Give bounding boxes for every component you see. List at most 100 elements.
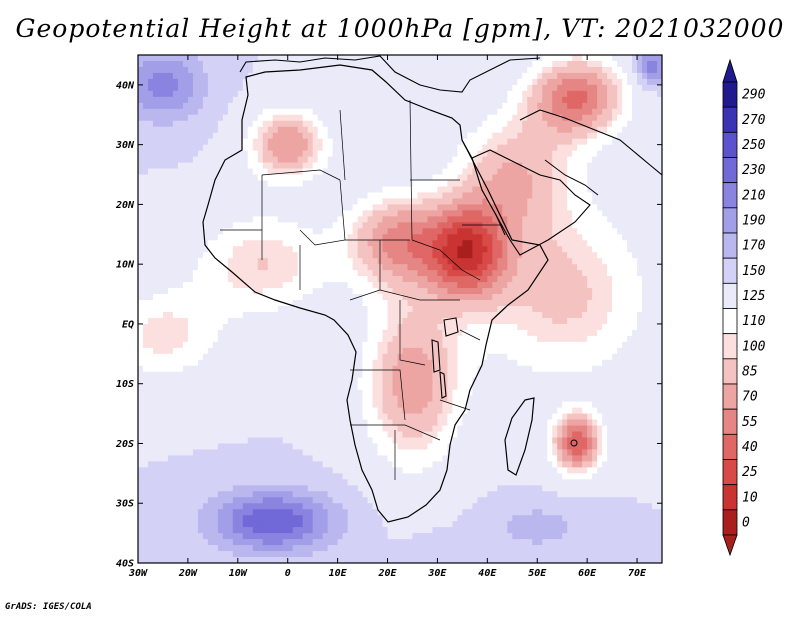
field-cell: [452, 222, 458, 229]
field-cell: [407, 55, 413, 62]
field-cell: [287, 180, 294, 187]
field-cell: [612, 323, 618, 331]
field-cell: [162, 288, 169, 295]
field-cell: [327, 132, 334, 140]
field-cell: [502, 66, 508, 74]
field-cell: [637, 180, 643, 187]
field-cell: [257, 204, 264, 211]
field-cell: [457, 60, 463, 68]
field-cell: [157, 317, 164, 325]
field-cell: [552, 323, 558, 331]
field-cell: [217, 311, 224, 319]
field-cell: [242, 66, 249, 74]
field-cell: [542, 240, 548, 247]
field-cell: [432, 90, 438, 98]
field-cell: [462, 78, 468, 86]
field-cell: [527, 317, 533, 325]
field-cell: [392, 174, 398, 181]
field-cell: [517, 55, 523, 62]
field-cell: [347, 300, 353, 307]
field-cell: [612, 114, 618, 122]
field-cell: [377, 204, 383, 211]
field-cell: [647, 96, 653, 104]
field-cell: [212, 300, 219, 307]
field-cell: [217, 300, 224, 307]
field-cell: [337, 306, 344, 313]
field-cell: [232, 108, 239, 116]
field-cell: [138, 258, 144, 265]
field-cell: [292, 102, 299, 110]
field-cell: [257, 264, 264, 271]
field-cell: [342, 294, 348, 301]
field-cell: [522, 288, 528, 295]
field-cell: [252, 162, 259, 169]
field-cell: [562, 192, 568, 199]
field-cell: [537, 90, 543, 98]
field-cell: [622, 317, 628, 325]
field-cell: [267, 90, 274, 98]
field-cell: [217, 192, 224, 199]
field-cell: [612, 311, 618, 319]
field-cell: [552, 162, 558, 169]
field-cell: [297, 234, 304, 241]
field-cell: [437, 156, 443, 163]
field-cell: [327, 216, 334, 223]
field-cell: [497, 72, 503, 80]
field-cell: [427, 150, 433, 157]
field-cell: [402, 192, 408, 199]
field-cell: [167, 228, 174, 235]
field-cell: [297, 306, 304, 313]
field-cell: [612, 156, 618, 163]
field-cell: [272, 306, 279, 313]
field-cell: [142, 300, 149, 307]
field-cell: [562, 60, 568, 68]
field-cell: [642, 168, 648, 175]
field-cell: [507, 96, 513, 104]
field-cell: [557, 132, 563, 140]
field-cell: [267, 150, 274, 157]
field-cell: [142, 282, 149, 289]
field-cell: [487, 108, 493, 116]
field-cell: [182, 222, 189, 229]
field-cell: [362, 258, 368, 265]
field-cell: [177, 138, 184, 146]
field-cell: [252, 258, 259, 265]
field-cell: [367, 180, 373, 187]
field-cell: [647, 150, 653, 157]
field-cell: [182, 108, 189, 116]
field-cell: [577, 317, 583, 325]
field-cell: [282, 162, 289, 169]
field-cell: [397, 222, 403, 229]
field-cell: [182, 252, 189, 259]
field-cell: [142, 252, 149, 259]
field-cell: [582, 156, 588, 163]
field-cell: [492, 186, 498, 193]
field-cell: [362, 66, 368, 74]
field-cell: [627, 228, 633, 235]
field-cell: [387, 288, 393, 295]
field-cell: [637, 282, 643, 289]
field-cell: [487, 114, 493, 122]
field-cell: [332, 108, 339, 116]
field-cell: [482, 311, 488, 319]
field-cell: [162, 186, 169, 193]
field-cell: [452, 323, 458, 331]
field-cell: [227, 55, 234, 62]
field-cell: [147, 72, 154, 80]
field-cell: [642, 102, 648, 110]
field-cell: [492, 55, 498, 62]
field-cell: [272, 222, 279, 229]
field-cell: [427, 294, 433, 301]
field-cell: [287, 192, 294, 199]
field-cell: [612, 300, 618, 307]
field-cell: [182, 96, 189, 104]
field-cell: [322, 114, 329, 122]
field-cell: [427, 72, 433, 80]
field-cell: [227, 288, 234, 295]
field-cell: [352, 204, 358, 211]
field-cell: [637, 240, 643, 247]
field-cell: [362, 210, 368, 217]
field-cell: [622, 240, 628, 247]
field-cell: [597, 72, 603, 80]
field-cell: [407, 168, 413, 175]
